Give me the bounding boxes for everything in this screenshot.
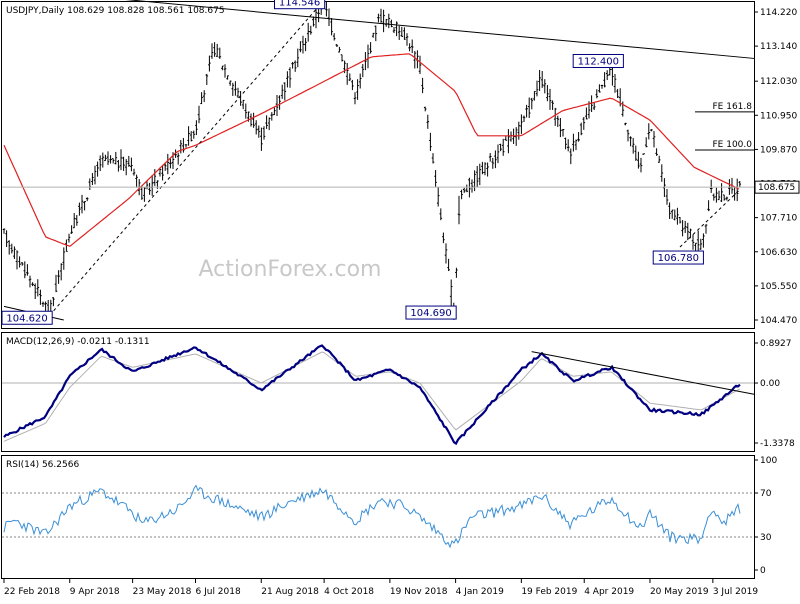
macd-trendline <box>531 351 755 395</box>
moving-average-line <box>3 53 740 247</box>
price-title-ohlc: 108.629 108.828 108.561 108.675 <box>67 6 224 16</box>
price-y-tick-label: 109.870 <box>760 145 797 155</box>
fibonacci-level-label: FE 100.0 <box>713 140 753 150</box>
price-y-tick-label: 106.630 <box>760 248 797 258</box>
x-tick-label: 19 Nov 2018 <box>390 587 448 597</box>
x-tick-label: 3 Jul 2019 <box>713 587 758 597</box>
rsi-y-tick-label: 100 <box>760 456 777 466</box>
x-tick-label: 22 Feb 2018 <box>4 587 60 597</box>
watermark: ActionForex.com <box>199 257 382 282</box>
rsi-y-tick-label: 0 <box>760 566 766 576</box>
x-tick-label: 4 Jan 2019 <box>456 587 504 597</box>
macd-y-tick-label: -1.3378 <box>760 439 795 449</box>
panel-frames <box>1 1 755 579</box>
price-y-tick-label: 107.710 <box>760 214 797 224</box>
rsi-panel-frame <box>1 455 755 579</box>
fibonacci-level-label: FE 161.8 <box>713 102 753 112</box>
price-annotation-box <box>1 310 53 325</box>
x-tick-label: 9 Apr 2018 <box>70 587 120 597</box>
price-annotation-label: 114.546 <box>279 0 320 9</box>
x-tick-label: 4 Oct 2018 <box>324 587 374 597</box>
price-y-tick-label: 104.470 <box>760 316 797 326</box>
price-y-tick-label: 114.220 <box>760 8 797 18</box>
price-annotation-label: 112.400 <box>578 56 619 67</box>
price-y-tick-label: 112.030 <box>760 77 797 87</box>
price-annotation-box <box>572 53 624 68</box>
price-panel-frame <box>1 1 755 329</box>
price-annotation-label: 104.620 <box>6 313 47 324</box>
x-tick-label: 21 Aug 2018 <box>261 587 319 597</box>
price-y-tick-label: 105.550 <box>760 282 797 292</box>
price-annotation-label: 106.780 <box>658 253 699 264</box>
rsi-y-tick-label: 70 <box>760 489 772 499</box>
x-tick-label: 23 May 2018 <box>133 587 192 597</box>
rsi-line <box>3 484 741 549</box>
price-trendline <box>125 0 755 59</box>
macd-y-tick-label: 0.8927 <box>760 339 792 349</box>
macd-title: MACD(12,26,9) -0.0211 -0.1311 <box>6 337 150 347</box>
price-y-tick-label: 113.140 <box>760 42 797 52</box>
x-tick-label: 6 Jul 2018 <box>196 587 241 597</box>
price-annotation-box <box>273 0 326 10</box>
last-price-label: 108.675 <box>758 183 795 193</box>
price-annotation-box <box>405 305 457 320</box>
price-title: USDJPY,Daily 108.629 108.828 108.561 108… <box>6 6 225 16</box>
x-tick-label: 20 May 2019 <box>650 587 709 597</box>
price-title-symbol: USDJPY,Daily <box>6 6 67 16</box>
price-y-tick-label: 110.950 <box>760 111 797 121</box>
macd-y-tick-label: 0.00 <box>760 379 780 389</box>
macd-line <box>3 344 741 446</box>
rsi-title: RSI(14) 56.2566 <box>6 460 79 470</box>
macd-signal-line <box>3 351 741 442</box>
dashed-trendline-2 <box>679 189 741 248</box>
macd-panel-frame <box>1 332 755 452</box>
last-price-box <box>754 180 800 194</box>
x-tick-label: 4 Apr 2019 <box>584 587 634 597</box>
price-annotation-box <box>652 250 704 265</box>
rsi-y-tick-label: 30 <box>760 533 772 543</box>
x-tick-label: 19 Feb 2019 <box>521 587 577 597</box>
price-annotation-label: 104.690 <box>410 308 451 319</box>
